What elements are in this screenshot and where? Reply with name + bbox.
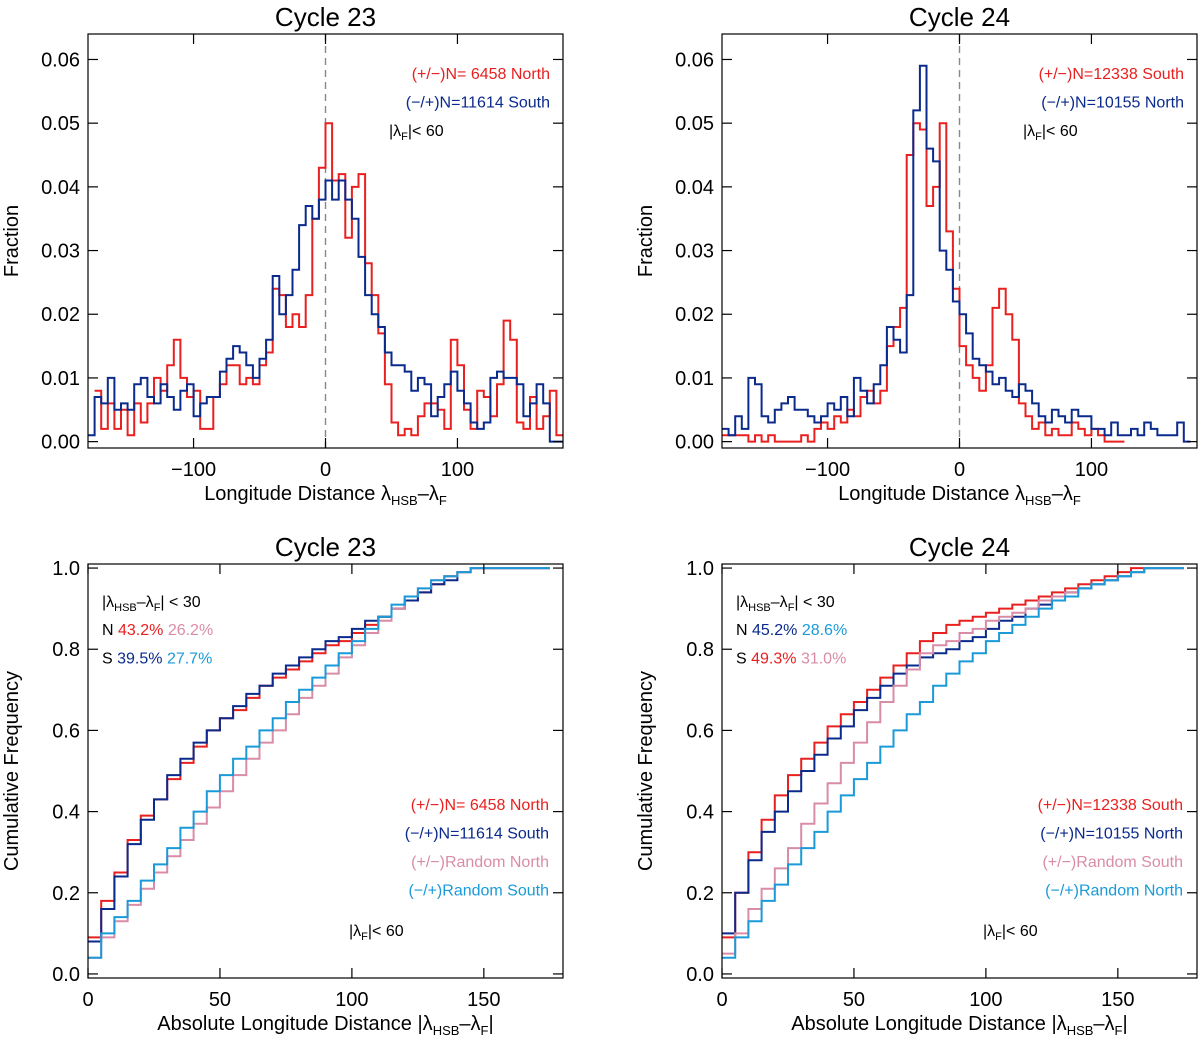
chart-title: Cycle 23	[275, 2, 376, 32]
y-tick-label: 0.00	[41, 432, 80, 454]
y-tick-label: 0.05	[675, 113, 714, 135]
x-tick-label: 150	[1101, 989, 1134, 1011]
stats-row-S: S 49.3% 31.0%	[736, 651, 846, 668]
x-tick-label: 0	[954, 459, 965, 481]
chart-panel-4: Cycle 24 0.0 0.2 0.4 0.6 0.8 1.0 0 50 100 150 Cumul…	[635, 532, 1198, 1038]
series-line-4	[88, 567, 550, 959]
y-tick-label: 0.02	[675, 304, 714, 326]
stats-row-S: S 39.5% 27.7%	[102, 651, 212, 668]
y-tick-label: 1.0	[52, 558, 80, 580]
x-axis-label: Absolute Longitude Distance |λHSB–λF|	[157, 1013, 493, 1038]
y-axis-label: Cumulative Frequency	[1, 671, 23, 871]
stats-header: |λHSB–λF| < 30	[736, 594, 835, 614]
legend-item-3: (+/−)Random North	[411, 854, 549, 871]
y-tick-label: 0.0	[686, 964, 714, 986]
chart-panel-1: Cycle 23 0.00 0.01 0.02 0.03 0.04 0.05 0.06 −100…	[1, 2, 564, 508]
series-line-2	[88, 567, 550, 943]
x-tick-label: 50	[843, 989, 865, 1011]
legend-item-4: (−/+)Random North	[1045, 883, 1183, 900]
annotation-3: |λF|< 60	[1023, 123, 1078, 143]
x-axis-label: Longitude Distance λHSB–λF	[204, 483, 447, 508]
legend-item-4: (−/+)Random South	[408, 883, 549, 900]
y-tick-label: 0.06	[41, 49, 80, 71]
x-tick-label: 100	[441, 459, 474, 481]
y-tick-label: 0.4	[686, 802, 714, 824]
y-tick-label: 1.0	[686, 558, 714, 580]
y-tick-label: 0.00	[675, 432, 714, 454]
chart-title: Cycle 23	[275, 532, 376, 562]
y-axis-label: Fraction	[635, 205, 657, 277]
legend-item-1: (+/−)N=12338 South	[1038, 797, 1183, 814]
plot-frame	[721, 563, 1198, 979]
annotation-3: |λF|< 60	[389, 123, 444, 143]
y-axis-label: Cumulative Frequency	[635, 671, 657, 871]
legend-item-1: (+/−)N= 6458 North	[411, 797, 549, 814]
y-tick-label: 0.6	[52, 720, 80, 742]
chart-panel-2: Cycle 24 0.00 0.01 0.02 0.03 0.04 0.05 0.06 −100…	[635, 2, 1198, 508]
stats-row-N: N 45.2% 28.6%	[736, 622, 847, 639]
x-tick-label: 100	[335, 989, 368, 1011]
x-tick-label: −100	[171, 459, 216, 481]
y-tick-label: 0.02	[41, 304, 80, 326]
x-tick-label: 0	[320, 459, 331, 481]
y-tick-label: 0.8	[52, 639, 80, 661]
y-tick-label: 0.05	[41, 113, 80, 135]
y-tick-label: 0.8	[686, 639, 714, 661]
series-line-1	[722, 122, 1125, 443]
x-tick-label: 0	[82, 989, 93, 1011]
y-tick-label: 0.01	[41, 368, 80, 390]
footnote: |λF|< 60	[349, 923, 404, 943]
y-tick-label: 0.01	[675, 368, 714, 390]
chart-title: Cycle 24	[909, 2, 1010, 32]
y-tick-label: 0.04	[41, 177, 80, 199]
x-tick-label: 100	[1075, 459, 1108, 481]
x-tick-label: 0	[716, 989, 727, 1011]
y-tick-label: 0.0	[52, 964, 80, 986]
footnote: |λF|< 60	[983, 923, 1038, 943]
annotation-2: (−/+)N=10155 North	[1041, 95, 1184, 112]
stats-header: |λHSB–λF| < 30	[102, 594, 201, 614]
series-line-2	[722, 64, 1191, 443]
annotation-2: (−/+)N=11614 South	[406, 95, 550, 112]
x-axis-label: Longitude Distance λHSB–λF	[838, 483, 1081, 508]
x-tick-label: 100	[969, 989, 1002, 1011]
stats-row-N: N 43.2% 26.2%	[102, 622, 213, 639]
y-tick-label: 0.03	[675, 241, 714, 263]
x-tick-label: −100	[805, 459, 850, 481]
chart-title: Cycle 24	[909, 532, 1010, 562]
y-tick-label: 0.04	[675, 177, 714, 199]
y-tick-label: 0.2	[52, 883, 80, 905]
annotation-1: (+/−)N= 6458 North	[412, 66, 550, 83]
x-tick-label: 50	[209, 989, 231, 1011]
y-tick-label: 0.03	[41, 241, 80, 263]
y-tick-label: 0.2	[686, 883, 714, 905]
y-axis-label: Fraction	[1, 205, 23, 277]
annotation-1: (+/−)N=12338 South	[1039, 66, 1184, 83]
series-line-1	[94, 122, 563, 437]
chart-panel-3: Cycle 23 0.0 0.2 0.4 0.6 0.8 1.0 0 50 100 150 Cumul…	[1, 532, 564, 1038]
series-line-4	[722, 567, 1184, 959]
series-line-2	[88, 179, 563, 443]
legend-item-3: (+/−)Random South	[1042, 854, 1183, 871]
x-tick-label: 150	[467, 989, 500, 1011]
legend-item-2: (−/+)N=11614 South	[405, 826, 549, 843]
y-tick-label: 0.06	[675, 49, 714, 71]
plot-frame	[87, 563, 564, 979]
x-axis-label: Absolute Longitude Distance |λHSB–λF|	[791, 1013, 1127, 1038]
legend-item-2: (−/+)N=10155 North	[1040, 826, 1183, 843]
y-tick-label: 0.4	[52, 802, 80, 824]
y-tick-label: 0.6	[686, 720, 714, 742]
